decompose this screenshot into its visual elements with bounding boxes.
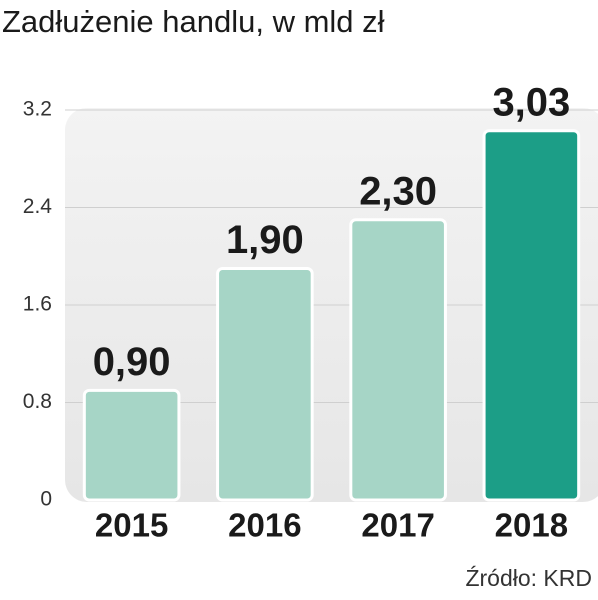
y-tick-label: 0.8 — [23, 390, 52, 413]
y-tick-label: 3.2 — [23, 98, 52, 121]
y-tick-label: 2.4 — [23, 195, 53, 218]
value-label: 1,90 — [226, 218, 304, 262]
x-tick-label: 2015 — [95, 507, 168, 544]
value-label: 0,90 — [93, 340, 171, 384]
value-label: 3,03 — [492, 80, 570, 124]
y-tick-label: 1.6 — [23, 293, 52, 316]
value-label: 2,30 — [359, 169, 437, 213]
bar — [82, 388, 181, 502]
chart-title: Zadłużenie handlu, w mld zł — [2, 4, 385, 39]
source: Źródło: KRD — [465, 565, 592, 591]
x-tick-label: 2017 — [361, 507, 434, 544]
y-tick-label: 0 — [40, 488, 52, 511]
bar — [482, 129, 581, 502]
bar — [216, 266, 314, 502]
x-tick-label: 2018 — [495, 507, 568, 544]
bar — [349, 218, 447, 502]
x-tick-label: 2016 — [228, 507, 301, 544]
